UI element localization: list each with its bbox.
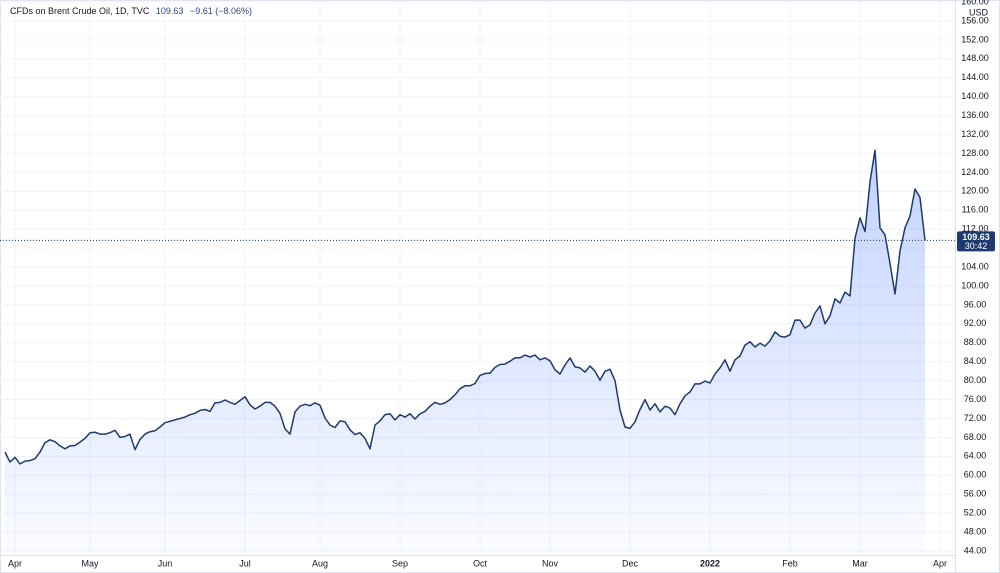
y-tick-label: 112.00 (962, 224, 989, 234)
price: 109.63 (156, 6, 184, 16)
x-tick-label: Apr (8, 558, 22, 568)
y-tick-label: 124.00 (961, 167, 989, 177)
x-tick-label: Sep (392, 558, 408, 568)
x-tick-label: Jun (158, 558, 173, 568)
y-tick-label: 52.00 (964, 507, 987, 517)
y-tick-label: 132.00 (961, 129, 989, 139)
y-tick-label: 80.00 (964, 375, 987, 385)
y-tick-label: 156.00 (961, 15, 989, 25)
y-tick-label: 128.00 (961, 148, 989, 158)
y-tick-label: 76.00 (964, 394, 987, 404)
y-tick-label: 64.00 (964, 451, 987, 461)
y-tick-label: 160.00 (961, 0, 989, 6)
y-tick-label: 68.00 (964, 432, 987, 442)
y-tick-label: 152.00 (961, 34, 989, 44)
x-tick-label: Mar (852, 558, 868, 568)
symbol: CFDs on Brent Crude Oil, 1D, TVC (10, 6, 150, 16)
plot (0, 149, 955, 555)
y-tick-label: 44.00 (964, 545, 987, 555)
y-tick-label: 104.00 (961, 261, 989, 271)
x-tick-label: Apr (933, 558, 947, 568)
axes: 44.00 48.00 52.00 56.00 60.00 64.00 68.00 72.00… (8, 0, 995, 568)
x-tick-label: Nov (542, 558, 559, 568)
x-tick-label: Oct (473, 558, 488, 568)
x-tick-label: Aug (312, 558, 328, 568)
countdown: 30:42 (965, 241, 988, 251)
area-fill (5, 150, 925, 555)
y-tick-label: 48.00 (964, 526, 987, 536)
x-tick-label: Dec (622, 558, 639, 568)
y-tick-label: 60.00 (964, 470, 987, 480)
y-tick-label: 100.00 (961, 280, 989, 290)
price-line (4, 149, 926, 465)
x-tick-label: 2022 (700, 558, 720, 568)
x-tick-label: Jul (239, 558, 251, 568)
y-tick-label: 92.00 (964, 318, 987, 328)
y-tick-label: 56.00 (964, 489, 987, 499)
y-tick-label: 120.00 (961, 186, 989, 196)
y-tick-label: 140.00 (961, 91, 989, 101)
last-price-label: 109.63 (962, 232, 990, 242)
change: −9.61 (−8.06%) (190, 6, 252, 16)
last-price-tag (957, 231, 995, 252)
y-tick-label: 72.00 (964, 413, 987, 423)
y-tick-label: 88.00 (964, 337, 987, 347)
y-tick-label: 144.00 (961, 72, 989, 82)
header: CFDs on Brent Crude Oil, 1D, TVC 109.63 … (10, 6, 252, 16)
x-tick-label: Feb (782, 558, 798, 568)
y-tick-label: 96.00 (964, 299, 987, 309)
y-tick-label: 116.00 (962, 205, 989, 215)
y-tick-label: 136.00 (961, 110, 989, 120)
x-tick-label: May (81, 558, 99, 568)
y-tick-label: 148.00 (961, 53, 989, 63)
y-tick-label: 84.00 (964, 356, 987, 366)
currency: USD (969, 7, 989, 17)
